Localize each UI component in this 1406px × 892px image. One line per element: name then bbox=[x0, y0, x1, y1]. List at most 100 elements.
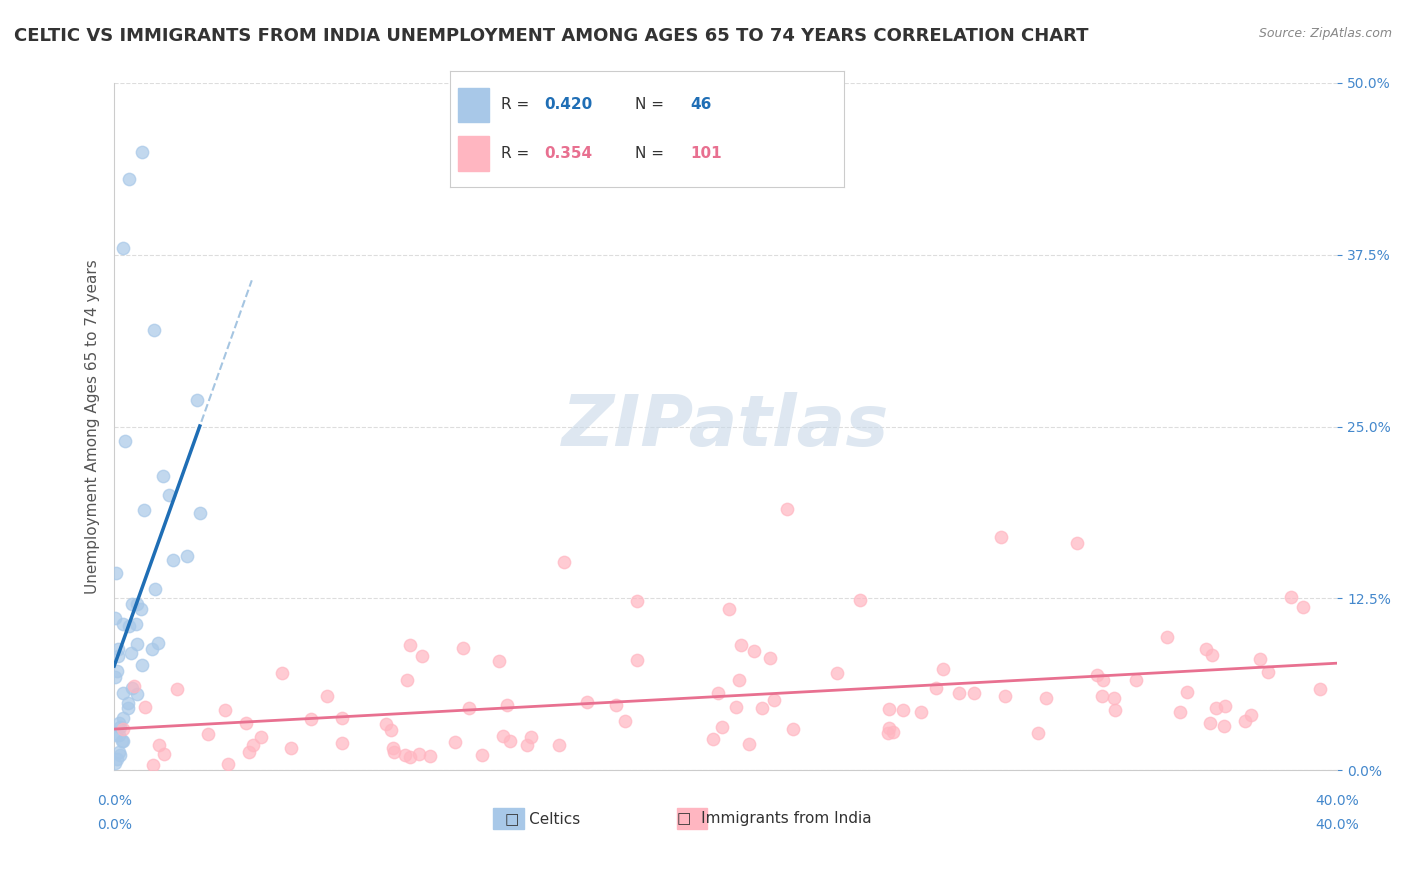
Point bbox=[702, 731, 724, 746]
Point bbox=[105, 665, 128, 679]
Point bbox=[1035, 691, 1057, 706]
Point bbox=[134, 502, 156, 516]
Point bbox=[893, 703, 915, 717]
Point bbox=[613, 714, 636, 729]
Bar bbox=[458, 136, 489, 171]
Text: □  Celtics: □ Celtics bbox=[505, 811, 579, 826]
Point bbox=[125, 637, 148, 651]
Point bbox=[111, 722, 134, 736]
Point bbox=[188, 506, 211, 520]
Point bbox=[419, 749, 441, 764]
Point bbox=[242, 739, 264, 753]
Text: 46: 46 bbox=[690, 97, 711, 112]
Text: 0.420: 0.420 bbox=[544, 97, 593, 112]
Point bbox=[166, 681, 188, 696]
Point bbox=[498, 734, 520, 748]
Point bbox=[142, 323, 165, 337]
Point bbox=[399, 750, 422, 764]
Point bbox=[143, 582, 166, 596]
Point bbox=[605, 698, 627, 713]
Point bbox=[112, 710, 135, 724]
Point bbox=[107, 641, 129, 656]
Point bbox=[728, 673, 751, 687]
Bar bbox=[676, 808, 707, 829]
Point bbox=[186, 393, 208, 408]
Bar bbox=[494, 808, 524, 829]
Point bbox=[107, 648, 129, 663]
Point bbox=[825, 666, 848, 681]
Point bbox=[408, 747, 430, 761]
Point bbox=[1257, 665, 1279, 679]
Point bbox=[444, 735, 467, 749]
Point bbox=[134, 699, 156, 714]
Point bbox=[146, 636, 169, 650]
Point bbox=[626, 593, 648, 607]
Text: 0.0%: 0.0% bbox=[97, 794, 132, 808]
Point bbox=[849, 593, 872, 607]
Point bbox=[1168, 705, 1191, 719]
Point bbox=[1205, 701, 1227, 715]
Point bbox=[148, 739, 170, 753]
Point bbox=[330, 736, 353, 750]
Point bbox=[127, 687, 149, 701]
Point bbox=[108, 747, 131, 762]
Point bbox=[107, 745, 129, 759]
Point bbox=[1125, 673, 1147, 688]
Point bbox=[925, 681, 948, 696]
Point bbox=[910, 706, 932, 720]
Point bbox=[217, 757, 239, 772]
Point bbox=[1199, 715, 1222, 730]
Point bbox=[131, 145, 153, 159]
Point bbox=[111, 734, 134, 748]
Point bbox=[316, 689, 339, 703]
Point bbox=[1175, 685, 1198, 699]
Point bbox=[112, 241, 135, 255]
Point bbox=[948, 686, 970, 700]
Point bbox=[1085, 667, 1108, 681]
Point bbox=[738, 737, 761, 751]
Point bbox=[471, 747, 494, 762]
Point bbox=[110, 734, 132, 748]
Point bbox=[548, 738, 571, 752]
Point bbox=[104, 756, 127, 770]
Point bbox=[162, 553, 184, 567]
Point bbox=[112, 616, 135, 631]
Point bbox=[782, 723, 804, 737]
Point bbox=[104, 566, 127, 581]
Point bbox=[108, 715, 131, 730]
Point bbox=[157, 488, 180, 502]
Point bbox=[718, 602, 741, 616]
Point bbox=[299, 712, 322, 726]
Point bbox=[1309, 681, 1331, 696]
Bar bbox=[458, 87, 489, 122]
Point bbox=[882, 725, 904, 739]
Point bbox=[488, 654, 510, 668]
Point bbox=[776, 502, 799, 516]
Point bbox=[1091, 690, 1114, 704]
Point bbox=[249, 730, 271, 744]
Point bbox=[121, 597, 143, 611]
Text: CELTIC VS IMMIGRANTS FROM INDIA UNEMPLOYMENT AMONG AGES 65 TO 74 YEARS CORRELATI: CELTIC VS IMMIGRANTS FROM INDIA UNEMPLOY… bbox=[14, 27, 1088, 45]
Point bbox=[1104, 703, 1126, 717]
Point bbox=[125, 597, 148, 611]
Point bbox=[1201, 648, 1223, 663]
Text: 40.0%: 40.0% bbox=[1316, 819, 1360, 832]
Point bbox=[131, 657, 153, 672]
Point bbox=[520, 730, 543, 744]
Point bbox=[152, 469, 174, 483]
Text: R =: R = bbox=[501, 146, 534, 161]
Y-axis label: Unemployment Among Ages 65 to 74 years: Unemployment Among Ages 65 to 74 years bbox=[86, 260, 100, 594]
Point bbox=[104, 611, 127, 625]
Point bbox=[1213, 719, 1236, 733]
Point bbox=[108, 720, 131, 734]
Point bbox=[876, 726, 898, 740]
Point bbox=[711, 720, 734, 734]
Point bbox=[1102, 691, 1125, 706]
Text: 0.354: 0.354 bbox=[544, 146, 592, 161]
Point bbox=[1240, 707, 1263, 722]
Point bbox=[153, 747, 176, 761]
Point bbox=[332, 711, 354, 725]
Point bbox=[742, 644, 765, 658]
Point bbox=[762, 693, 785, 707]
Point bbox=[457, 700, 479, 714]
